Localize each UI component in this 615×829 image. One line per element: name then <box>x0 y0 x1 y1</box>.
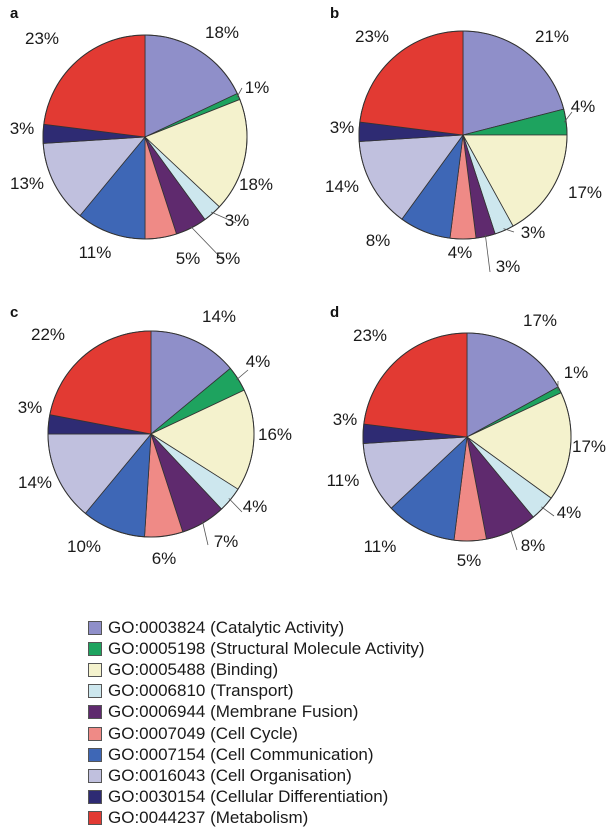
legend-swatch <box>88 727 102 741</box>
legend-item: GO:0006944 (Membrane Fusion) <box>88 702 425 723</box>
legend-label: GO:0044237 (Metabolism) <box>108 808 308 828</box>
slice-label-a-8: 13% <box>10 174 44 193</box>
leader-line-a-2 <box>237 88 242 97</box>
slice-label-c-5: 7% <box>214 532 239 551</box>
panel-label-b: b <box>330 5 339 22</box>
slice-label-d-9: 3% <box>333 410 358 429</box>
slice-label-c-9: 3% <box>18 398 43 417</box>
slice-label-c-6: 6% <box>152 549 177 568</box>
slice-label-d-1: 17% <box>523 311 557 330</box>
legend-label: GO:0006944 (Membrane Fusion) <box>108 702 358 722</box>
legend-item: GO:0016043 (Cell Organisation) <box>88 765 425 786</box>
pie-chart-c: 14%4%16%4%7%6%10%14%3%22%c <box>10 304 292 568</box>
slice-label-a-4: 3% <box>225 211 250 230</box>
slice-label-d-7: 11% <box>364 537 397 556</box>
legend-swatch <box>88 705 102 719</box>
slice-label-d-6: 5% <box>457 551 482 570</box>
slice-label-a-10: 23% <box>25 29 59 48</box>
legend-item: GO:0007154 (Cell Communication) <box>88 744 425 765</box>
leader-line-c-2 <box>236 370 248 380</box>
slice-label-d-5: 8% <box>521 536 546 555</box>
leader-line-d-5 <box>510 529 517 550</box>
legend-swatch <box>88 684 102 698</box>
slice-label-b-10: 23% <box>355 27 389 46</box>
slice-label-a-9: 3% <box>10 119 35 138</box>
panel-label-d: d <box>330 304 339 321</box>
leader-line-b-5 <box>485 235 490 273</box>
slice-label-a-1: 18% <box>205 23 239 42</box>
legend: GO:0003824 (Catalytic Activity)GO:000519… <box>88 617 425 829</box>
slice-label-c-10: 22% <box>31 325 65 344</box>
slice-label-a-6: 5% <box>176 249 201 268</box>
legend-item: GO:0005198 (Structural Molecule Activity… <box>88 638 425 659</box>
legend-label: GO:0005198 (Structural Molecule Activity… <box>108 639 425 659</box>
slice-label-c-2: 4% <box>246 352 271 371</box>
leader-line-c-5 <box>202 521 208 545</box>
slice-label-c-4: 4% <box>243 497 268 516</box>
legend-item: GO:0007049 (Cell Cycle) <box>88 723 425 744</box>
pie-chart-a: 18% 1% 18% 3% 5% 5% 11% 13% 3% 23% a <box>10 5 273 268</box>
slice-label-d-3: 17% <box>572 437 606 456</box>
legend-item: GO:0044237 (Metabolism) <box>88 808 425 829</box>
legend-item: GO:0003824 (Catalytic Activity) <box>88 617 425 638</box>
slice-label-b-7: 8% <box>366 231 391 250</box>
pie-chart-b: 21%4%17%3%3%4%8%14%3%23%b <box>325 5 602 276</box>
leader-line-c-4 <box>229 498 242 512</box>
legend-label: GO:0030154 (Cellular Differentiation) <box>108 787 388 807</box>
legend-item: GO:0030154 (Cellular Differentiation) <box>88 787 425 808</box>
pie-slice-a-10 <box>44 35 145 137</box>
slice-label-c-3: 16% <box>258 425 292 444</box>
slice-label-c-8: 14% <box>18 473 52 492</box>
legend-label: GO:0007049 (Cell Cycle) <box>108 724 298 744</box>
pie-slice-d-10 <box>364 333 467 437</box>
legend-swatch <box>88 811 102 825</box>
slice-label-b-6: 4% <box>448 243 473 262</box>
legend-item: GO:0006810 (Transport) <box>88 681 425 702</box>
slice-label-a-5: 5% <box>216 249 241 268</box>
pie-chart-d: 17% 1% 17% 4% 8% 5% 11% 11% 3% 23% d <box>327 304 606 570</box>
slice-label-b-3: 17% <box>568 183 602 202</box>
slice-label-b-5: 3% <box>496 257 521 276</box>
legend-swatch <box>88 769 102 783</box>
slice-label-d-4: 4% <box>557 503 582 522</box>
slice-label-a-7: 11% <box>79 243 112 262</box>
legend-label: GO:0016043 (Cell Organisation) <box>108 766 352 786</box>
legend-label: GO:0007154 (Cell Communication) <box>108 745 374 765</box>
slice-label-d-10: 23% <box>353 326 387 345</box>
legend-swatch <box>88 621 102 635</box>
legend-label: GO:0003824 (Catalytic Activity) <box>108 618 344 638</box>
legend-label: GO:0005488 (Binding) <box>108 660 278 680</box>
slice-label-b-2: 4% <box>571 97 596 116</box>
panel-label-a: a <box>10 5 19 22</box>
slice-label-b-9: 3% <box>330 118 355 137</box>
slice-label-c-7: 10% <box>67 537 101 556</box>
legend-label: GO:0006810 (Transport) <box>108 681 294 701</box>
slice-label-b-8: 14% <box>325 177 359 196</box>
legend-swatch <box>88 663 102 677</box>
slice-label-d-8: 11% <box>327 471 360 490</box>
legend-swatch <box>88 748 102 762</box>
slice-label-c-1: 14% <box>202 307 236 326</box>
panel-label-c: c <box>10 304 18 321</box>
legend-item: GO:0005488 (Binding) <box>88 659 425 680</box>
slice-label-b-4: 3% <box>521 223 546 242</box>
pie-slice-b-10 <box>360 31 463 135</box>
slice-label-a-3: 18% <box>239 175 273 194</box>
slice-label-a-2: 1% <box>245 78 270 97</box>
legend-swatch <box>88 642 102 656</box>
slice-label-b-1: 21% <box>535 27 569 46</box>
leader-line-d-4 <box>541 507 554 516</box>
legend-swatch <box>88 790 102 804</box>
slice-label-d-2: 1% <box>564 363 589 382</box>
